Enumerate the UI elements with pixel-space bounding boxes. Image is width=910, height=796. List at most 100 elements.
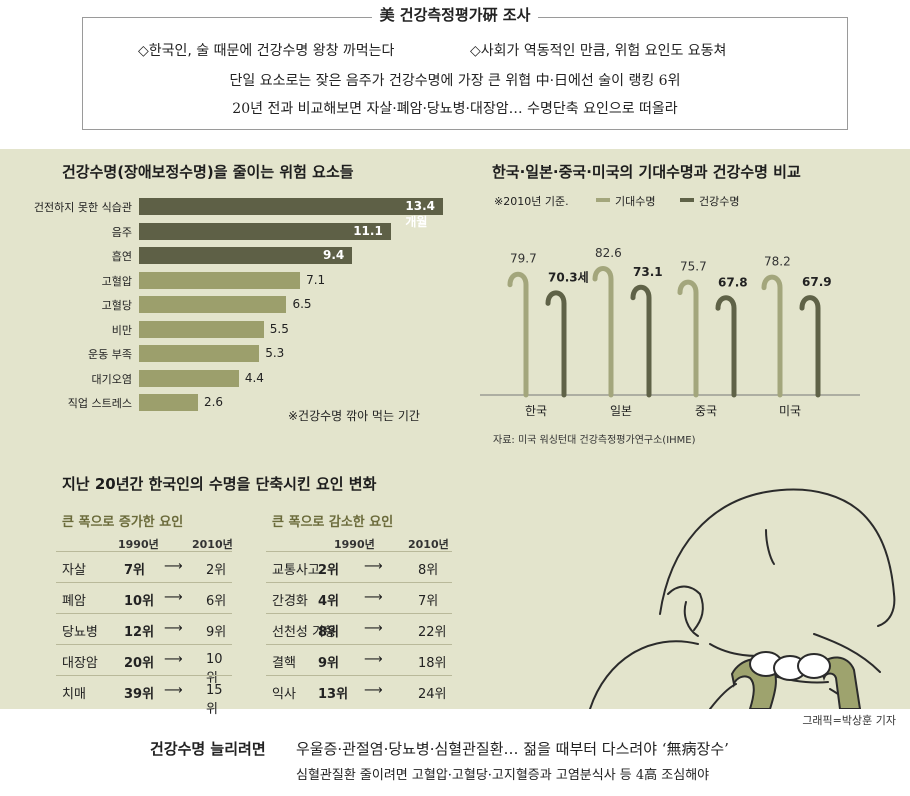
- rank-factor-name: 당뇨병: [62, 625, 98, 640]
- risk-bar: [139, 394, 198, 411]
- risk-bar-label: 비만: [111, 323, 132, 337]
- legend-swatch-healthy: [680, 198, 694, 202]
- rank-1990: 20위: [124, 656, 155, 671]
- rank-2010: 24위: [418, 687, 447, 702]
- risk-bar-value: 11.1: [353, 223, 383, 238]
- healthy-lifespan-cane: [545, 290, 567, 398]
- healthy-lifespan-value: 73.1: [633, 265, 663, 279]
- rank-row-divider: [56, 613, 232, 614]
- rank-arrow: ⟶: [364, 621, 383, 636]
- risk-bar-value: 7.1: [306, 272, 326, 287]
- expected-lifespan-value: 75.7: [680, 260, 707, 274]
- risk-bar-value: 6.5: [292, 297, 312, 311]
- rank-2010: 6위: [206, 594, 227, 609]
- risk-chart-title: 건강수명(장애보정수명)을 줄이는 위험 요소들: [62, 163, 354, 181]
- risk-bar: [139, 296, 287, 313]
- expected-lifespan-cane: [761, 274, 783, 398]
- rank-factor-name: 결핵: [272, 656, 296, 671]
- risk-bar-value: 13.4개월: [405, 199, 435, 229]
- rank-row-divider: [266, 551, 452, 552]
- risk-bar: [139, 198, 443, 215]
- risk-bar: [139, 345, 260, 362]
- rank-1990: 12위: [124, 625, 155, 640]
- risk-bar-label: 운동 부족: [88, 348, 132, 361]
- rank-arrow: ⟶: [164, 559, 183, 574]
- header-subline-2: 20년 전과 비교해보면 자살·폐암·당뇨병·대장암… 수명단축 요인으로 떠올…: [232, 101, 678, 117]
- rank-arrow: ⟶: [364, 590, 383, 605]
- footer-line-1: 우울증·관절염·당뇨병·심혈관질환… 젊을 때부터 다스려야 ‘無病장수’: [296, 740, 729, 758]
- healthy-lifespan-value: 70.3세: [548, 269, 589, 284]
- rank-2010: 22위: [418, 625, 447, 640]
- increase-col-2010: 2010년: [192, 538, 233, 551]
- header-point-1: ◇한국인, 술 때문에 건강수명 왕창 까먹는다: [138, 43, 395, 59]
- rank-factor-name: 자살: [62, 563, 86, 578]
- header-title-text: 美 건강측정평가硏 조사: [371, 6, 539, 24]
- expected-lifespan-cane: [592, 266, 614, 398]
- rank-factor-name: 선천성 기형: [272, 625, 336, 640]
- risk-factor-bar-chart: 건전하지 못한 식습관 13.4개월 음주 11.1 흡연 9.4 고혈압 7.1 고혈당 6.5…: [0, 198, 460, 428]
- rank-factor-name: 치매: [62, 687, 86, 702]
- expected-lifespan-cane: [507, 271, 529, 398]
- risk-bar: [139, 247, 353, 264]
- expected-lifespan-cane: [677, 279, 699, 398]
- healthy-lifespan-cane: [715, 295, 737, 398]
- expected-lifespan-value: 78.2: [764, 255, 791, 269]
- risk-bar-value: 5.3: [265, 346, 285, 360]
- rank-2010: 15위: [206, 683, 223, 717]
- risk-chart-note: ※건강수명 깎아 먹는 기간: [288, 409, 420, 423]
- legend-label-healthy: 건강수명: [699, 195, 740, 208]
- risk-bar-label: 고혈당: [101, 299, 132, 312]
- risk-bar: [139, 271, 301, 289]
- risk-bar-label: 대기오염: [91, 372, 132, 386]
- rank-1990: 39위: [124, 687, 155, 702]
- healthy-lifespan-cane: [630, 284, 652, 398]
- lifespan-chart-source: 자료: 미국 워싱턴대 건강측정평가연구소(IHME): [493, 435, 696, 446]
- risk-bar-label: 흡연: [111, 250, 132, 263]
- decrease-col-2010: 2010년: [408, 538, 449, 551]
- rank-arrow: ⟶: [364, 652, 383, 667]
- risk-bar: [139, 222, 391, 240]
- header-subline-1: 단일 요소로는 잦은 음주가 건강수명에 가장 큰 위협 中·日에선 술이 랭킹…: [229, 73, 681, 89]
- rank-row-divider: [266, 613, 452, 614]
- rank-arrow: ⟶: [164, 683, 183, 698]
- rank-row-divider: [266, 675, 452, 676]
- risk-bar-label: 고혈압: [101, 274, 132, 288]
- decrease-heading: 큰 폭으로 감소한 요인: [272, 515, 394, 530]
- increase-rank-table: 자살 7위 ⟶ 2위 폐암 10위 ⟶ 6위 당뇨병 12위 ⟶ 9위 대장암 20위 ⟶ 10위 치매 39위 ⟶…: [56, 549, 232, 717]
- rank-row-divider: [56, 644, 232, 645]
- risk-bar: [139, 320, 264, 338]
- rank-factor-name: 교통사고: [272, 563, 320, 578]
- footer-lead: 건강수명 늘리려면: [150, 740, 266, 758]
- rank-1990: 10위: [124, 594, 155, 609]
- rank-2010: 2위: [206, 563, 227, 578]
- risk-bar-value: 5.5: [269, 321, 289, 336]
- rank-row-divider: [56, 582, 232, 583]
- rank-factor-name: 폐암: [62, 594, 86, 609]
- elderly-man-illustration: [589, 488, 896, 709]
- infographic-panel: 건강수명(장애보정수명)을 줄이는 위험 요소들 건전하지 못한 식습관 13.4…: [0, 149, 910, 717]
- rank-arrow: ⟶: [364, 559, 383, 574]
- rank-1990: 13위: [318, 687, 349, 702]
- decrease-rank-table: 교통사고 2위 ⟶ 8위 간경화 4위 ⟶ 7위 선천성 기형 8위 ⟶ 22위 결핵 9위 ⟶ 18위 익사 1…: [266, 549, 452, 709]
- rank-row-divider: [56, 551, 232, 552]
- legend-label-expected: 기대수명: [615, 195, 656, 208]
- lifespan-chart-title: 한국·일본·중국·미국의 기대수명과 건강수명 비교: [492, 163, 801, 181]
- rank-2010: 7위: [418, 594, 439, 609]
- rank-2010: 9위: [206, 625, 227, 640]
- decrease-col-1990: 1990년: [334, 538, 375, 551]
- risk-bar-label: 건전하지 못한 식습관: [33, 201, 132, 214]
- risk-bar-value: 4.4: [244, 370, 264, 385]
- header-title: 美 건강측정평가硏 조사: [0, 4, 910, 25]
- rank-arrow: ⟶: [164, 652, 183, 667]
- rank-factor-name: 대장암: [62, 656, 98, 671]
- legend-swatch-expected: [596, 198, 610, 202]
- risk-bar-value: 9.4: [322, 248, 345, 262]
- country-label: 중국: [695, 404, 717, 418]
- lifespan-chart-subtitle: ※2010년 기준.: [494, 195, 569, 208]
- rank-2010: 10위: [206, 652, 223, 686]
- rank-2010: 8위: [418, 563, 439, 578]
- rank-2010: 18위: [418, 656, 447, 671]
- increase-heading: 큰 폭으로 증가한 요인: [62, 515, 184, 530]
- expected-lifespan-value: 82.6: [595, 246, 622, 260]
